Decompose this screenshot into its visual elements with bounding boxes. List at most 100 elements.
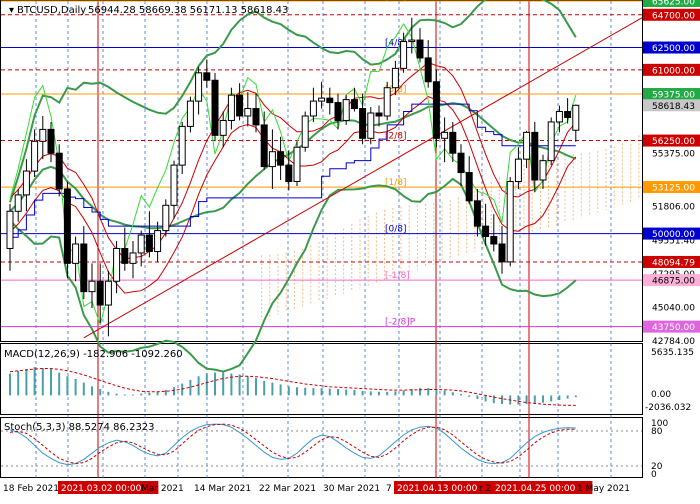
macd-label: MACD(12,26,9) -182.906 -1092.260: [4, 349, 183, 360]
bull-candle: [572, 104, 580, 131]
price-tag: [643, 320, 700, 333]
bollinger-upper: [9, 0, 577, 203]
date-axis-label: 14 Mar 2021: [194, 484, 251, 494]
bear-candle: [211, 79, 219, 136]
bull-candle: [309, 100, 317, 117]
bear-candle: [350, 99, 358, 110]
bull-candle: [555, 111, 563, 123]
bull-candle: [514, 158, 522, 182]
date-axis-label: 2021.04.25 00:00: [495, 484, 576, 494]
bear-candle: [416, 39, 424, 59]
date-highlight: [394, 481, 495, 494]
bull-candle: [391, 67, 399, 89]
bear-candle: [334, 102, 342, 121]
bull-candle: [268, 151, 276, 168]
price-tag: [643, 88, 700, 101]
bear-candle: [490, 236, 498, 245]
bear-candle: [121, 247, 129, 264]
bear-candle: [531, 131, 539, 181]
bear-candle: [473, 200, 481, 227]
bull-candle: [523, 131, 531, 160]
bull-candle: [400, 41, 408, 69]
date-axis-label: Mar 2021: [141, 484, 184, 494]
bull-candle: [14, 194, 22, 212]
date-axis-label: 1 May 2021: [577, 484, 630, 494]
bear-candle: [47, 128, 55, 154]
bollinger-lower: [9, 177, 577, 373]
price-tag-label: 48094.79: [652, 258, 695, 268]
stoch-signal-line: [9, 423, 576, 465]
bull-candle: [113, 247, 121, 282]
date-axis-label: r 20: [479, 484, 497, 494]
price-tag-label: 64700.00: [652, 11, 695, 21]
bull-candle: [72, 243, 80, 264]
price-tag: [643, 99, 700, 112]
macd-scale-bottom: -2036.032: [645, 403, 691, 413]
bull-candle: [137, 234, 145, 254]
price-tag: [643, 0, 700, 7]
price-tag: [643, 274, 700, 287]
date-highlight: [492, 481, 593, 494]
murrey-level-label: [-2/8]P: [385, 318, 416, 328]
bull-candle: [408, 39, 416, 43]
price-tag-label: 65625.00: [652, 0, 695, 8]
murrey-level-label: [5/8]: [385, 0, 407, 2]
overlay-indicators: [9, 0, 643, 373]
bull-candle: [547, 121, 555, 162]
bull-candle: [367, 112, 375, 139]
bear-candle: [449, 131, 457, 154]
bear-candle: [80, 243, 88, 293]
bear-candle: [465, 172, 473, 202]
price-tag: [643, 8, 700, 21]
bull-candle: [22, 170, 30, 196]
bear-candle: [326, 97, 334, 104]
bear-candle: [285, 164, 293, 182]
price-tag-label: 56250.00: [652, 137, 695, 147]
bull-candle: [39, 128, 47, 142]
bear-candle: [564, 111, 572, 118]
stoch-scale-0: 0: [651, 470, 657, 480]
stoch-scale-20: 20: [651, 462, 663, 472]
price-tag: [643, 227, 700, 240]
stoch-scale-100: 100: [651, 419, 668, 429]
kijun-line: [10, 103, 576, 238]
price-axis: 55375.0051806.0049551.4047295.0045040.00…: [643, 0, 700, 347]
trend-line: [83, 17, 643, 339]
candlesticks: [6, 17, 580, 337]
bull-candle: [195, 72, 203, 102]
stoch-label: Stoch(5,3,3) 88.5274 86.2323: [4, 422, 155, 433]
bull-candle: [441, 131, 449, 139]
bull-candle: [227, 94, 235, 121]
date-axis-label: 22 Mar 2021: [259, 484, 316, 494]
murrey-level-label: [1/8]: [385, 178, 407, 188]
price-tag: [643, 181, 700, 194]
murrey-level-label: [-1/8]: [385, 271, 410, 281]
price-tag: [643, 41, 700, 54]
bull-candle: [162, 204, 170, 232]
bear-candle: [375, 112, 383, 117]
bear-candle: [145, 234, 153, 252]
date-axis-label: 30 Mar 2021: [323, 484, 380, 494]
date-axis-label: 2021.03.02 00:00: [61, 484, 142, 494]
price-tag-label: 59375.00: [652, 91, 695, 101]
bear-candle: [252, 108, 260, 126]
bear-candle: [498, 243, 506, 263]
envelope-lower: [9, 96, 577, 294]
bear-candle: [260, 124, 268, 168]
date-axis: 18 Feb 2021 2021.03.02 00:00 Mar 2021 14 Ma…: [3, 481, 630, 494]
bear-candle: [457, 152, 465, 174]
macd-indicator: [9, 367, 577, 406]
price-axis-label: 51806.00: [652, 203, 695, 213]
bear-candle: [63, 188, 71, 264]
price-axis-label: 45040.00: [652, 303, 695, 313]
stoch-scale-80: 80: [651, 427, 663, 437]
bear-candle: [432, 81, 440, 139]
bull-candle: [293, 146, 301, 182]
price-tag: [643, 255, 700, 268]
envelope-upper: [9, 61, 577, 260]
bear-candle: [482, 225, 490, 238]
bear-candle: [55, 152, 63, 190]
price-tag: [643, 134, 700, 147]
ohlc-readout: 56944.28 58669.38 56171.13 58618.43: [88, 5, 288, 16]
price-axis-label: 42784.00: [652, 337, 695, 347]
